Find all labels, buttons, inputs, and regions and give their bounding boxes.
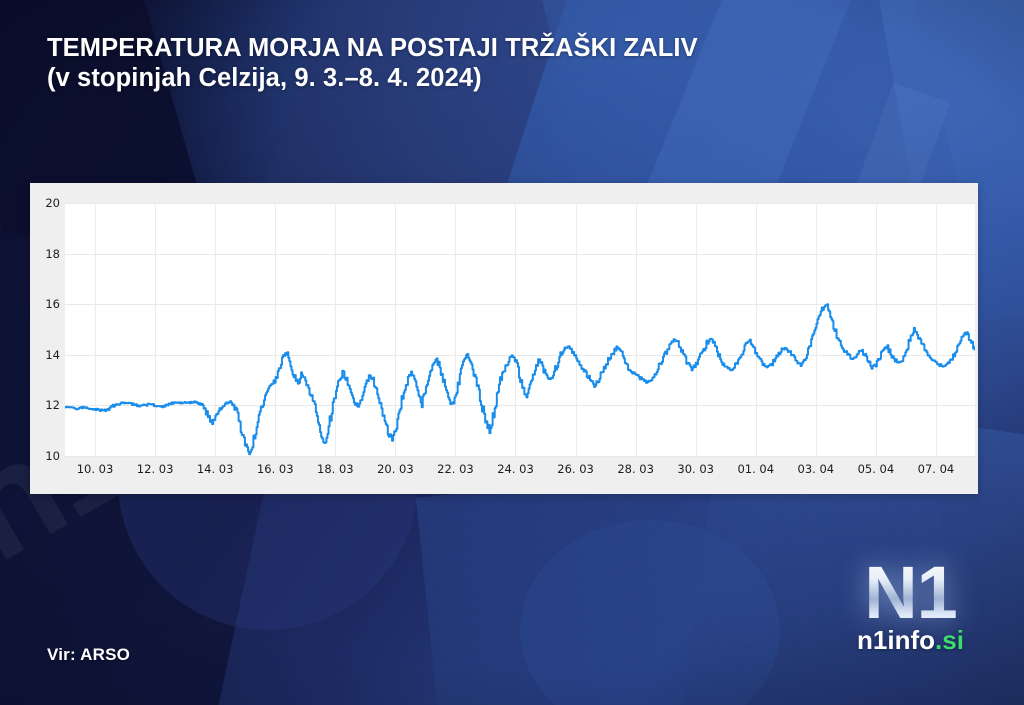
gridline-vertical bbox=[695, 203, 697, 456]
logo-mark: N1 bbox=[828, 556, 993, 630]
title-line-1: TEMPERATURA MORJA NA POSTAJI TRŽAŠKI ZAL… bbox=[47, 34, 698, 62]
y-axis-labels: 10 12 14 16 18 20 bbox=[30, 183, 65, 476]
y-axis-tick-label: 16 bbox=[45, 297, 60, 312]
x-axis-tick-label: 05. 04 bbox=[857, 462, 895, 476]
x-axis-tick-label: 07. 04 bbox=[917, 462, 955, 476]
source-label: Vir: ARSO bbox=[47, 645, 131, 664]
x-axis-tick-label: 14. 03 bbox=[196, 462, 234, 476]
series-path-temperatura-morja bbox=[65, 257, 975, 454]
x-axis-tick-label: 03. 04 bbox=[797, 462, 835, 476]
y-axis-tick-label: 10 bbox=[45, 449, 60, 463]
x-axis-tick-label: 26. 03 bbox=[557, 462, 594, 476]
gridline-horizontal bbox=[65, 405, 975, 407]
gridline-vertical bbox=[935, 203, 937, 456]
y-axis-tick-label: 18 bbox=[45, 246, 60, 261]
chart-card: 10 12 14 16 18 20 10. 03 12. 03 14. 03 16. 03 18.… bbox=[30, 183, 978, 494]
gridline-vertical bbox=[755, 203, 757, 456]
x-axis-tick-label: 16. 03 bbox=[256, 462, 294, 476]
x-axis-tick-label: 30. 03 bbox=[677, 462, 714, 476]
x-axis-tick-label: 28. 03 bbox=[617, 462, 654, 476]
x-axis-tick-label: 12. 03 bbox=[136, 462, 174, 476]
y-axis-tick-label: 14 bbox=[45, 347, 60, 362]
n1-logo[interactable]: N1 n1info.si bbox=[828, 556, 993, 671]
gridline-vertical bbox=[635, 203, 637, 456]
x-axis-tick-label: 18. 03 bbox=[317, 462, 354, 476]
x-axis-tick-label: 24. 03 bbox=[497, 462, 534, 476]
y-axis-tick-label: 12 bbox=[45, 398, 60, 413]
gridline-vertical bbox=[875, 203, 877, 456]
x-axis-tick-label: 10. 03 bbox=[76, 462, 114, 476]
title-line-2: (v stopinjah Celzija, 9. 3.–8. 4. 2024) bbox=[47, 64, 482, 92]
gridline-horizontal bbox=[65, 354, 975, 356]
x-axis-labels: 10. 03 12. 03 14. 03 16. 03 18. 03 20. 03 22. … bbox=[65, 458, 975, 484]
temperature-line-series bbox=[65, 203, 975, 456]
x-axis-tick-label: 20. 03 bbox=[377, 462, 414, 476]
plot-area bbox=[65, 203, 975, 457]
gridline-horizontal bbox=[65, 456, 975, 457]
page-title: TEMPERATURA MORJA NA POSTAJI TRŽAŠKI ZAL… bbox=[47, 33, 698, 93]
x-axis-tick-label: 01. 04 bbox=[737, 462, 775, 476]
x-axis-tick-label: 22. 03 bbox=[437, 462, 474, 476]
y-axis-tick-label: 20 bbox=[45, 196, 60, 210]
